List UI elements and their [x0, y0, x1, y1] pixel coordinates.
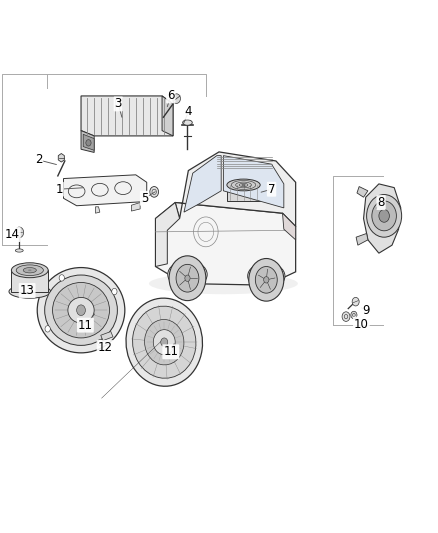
Circle shape — [367, 195, 402, 237]
Circle shape — [176, 264, 199, 292]
Circle shape — [150, 187, 159, 197]
Circle shape — [59, 274, 64, 281]
Text: 7: 7 — [268, 183, 276, 196]
Ellipse shape — [153, 329, 175, 355]
Ellipse shape — [45, 275, 117, 345]
Circle shape — [173, 94, 180, 103]
Circle shape — [352, 297, 359, 306]
Text: 6: 6 — [167, 90, 175, 102]
Ellipse shape — [68, 297, 94, 323]
Polygon shape — [364, 184, 401, 253]
Ellipse shape — [227, 179, 260, 191]
Ellipse shape — [133, 306, 196, 378]
Polygon shape — [155, 203, 296, 285]
Polygon shape — [58, 154, 64, 162]
Text: 11: 11 — [163, 345, 178, 358]
Circle shape — [264, 277, 269, 283]
Polygon shape — [131, 203, 140, 211]
Ellipse shape — [53, 282, 110, 338]
Text: 8: 8 — [378, 196, 385, 209]
Circle shape — [342, 312, 350, 321]
Polygon shape — [81, 131, 94, 152]
Ellipse shape — [126, 298, 202, 386]
Circle shape — [45, 326, 50, 332]
Polygon shape — [227, 185, 260, 201]
Circle shape — [185, 275, 190, 281]
Text: 5: 5 — [141, 192, 148, 205]
Text: 9: 9 — [362, 304, 370, 317]
Circle shape — [169, 256, 206, 301]
Polygon shape — [162, 96, 173, 136]
Ellipse shape — [28, 269, 32, 271]
Ellipse shape — [168, 261, 207, 288]
Ellipse shape — [9, 285, 50, 298]
Polygon shape — [357, 187, 368, 197]
Ellipse shape — [11, 263, 48, 278]
Circle shape — [379, 209, 389, 222]
Ellipse shape — [15, 249, 23, 252]
Ellipse shape — [183, 120, 192, 125]
Text: 2: 2 — [35, 154, 42, 166]
Polygon shape — [175, 152, 296, 227]
Polygon shape — [83, 134, 94, 150]
Text: 3: 3 — [115, 98, 122, 110]
Circle shape — [77, 305, 85, 316]
Polygon shape — [81, 96, 173, 136]
Text: 13: 13 — [20, 284, 35, 297]
Ellipse shape — [37, 268, 125, 353]
Text: 10: 10 — [354, 318, 369, 330]
Polygon shape — [11, 270, 48, 292]
Circle shape — [255, 266, 277, 293]
Polygon shape — [101, 332, 113, 341]
Polygon shape — [64, 175, 147, 206]
Ellipse shape — [23, 268, 36, 273]
Circle shape — [249, 259, 284, 301]
Polygon shape — [95, 207, 100, 213]
Text: 1: 1 — [55, 183, 63, 196]
Circle shape — [98, 340, 103, 346]
Circle shape — [351, 311, 357, 319]
Polygon shape — [283, 213, 296, 240]
Polygon shape — [356, 233, 368, 245]
Ellipse shape — [247, 263, 285, 289]
Polygon shape — [223, 156, 284, 208]
Circle shape — [15, 227, 24, 238]
Ellipse shape — [145, 319, 184, 365]
Text: 11: 11 — [78, 319, 93, 332]
Text: 14: 14 — [5, 228, 20, 241]
Circle shape — [86, 140, 91, 146]
Circle shape — [161, 338, 168, 346]
Ellipse shape — [149, 273, 298, 294]
Circle shape — [112, 288, 117, 295]
Text: 4: 4 — [184, 106, 192, 118]
Polygon shape — [184, 156, 221, 212]
Text: 12: 12 — [98, 341, 113, 354]
Circle shape — [372, 201, 396, 231]
Polygon shape — [155, 203, 180, 266]
Ellipse shape — [16, 265, 43, 276]
